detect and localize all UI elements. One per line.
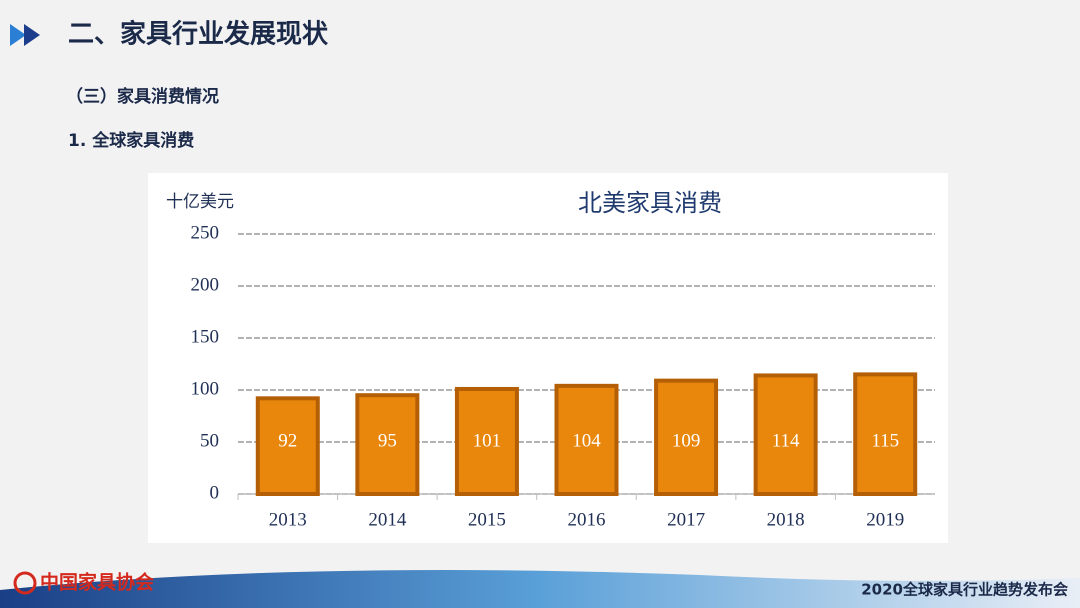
x-tick-label: 2014 (368, 509, 407, 530)
footer-event: 2020全球家具行业趋势发布会 (861, 581, 1068, 599)
data-label: 104 (572, 430, 601, 451)
bar (454, 386, 519, 496)
section-title: （三）家具消费情况 (66, 86, 219, 107)
bar (355, 393, 420, 497)
x-tick-label: 2017 (667, 509, 705, 530)
slide-title: 二、家具行业发展现状 (68, 19, 329, 50)
y-tick-label: 150 (191, 326, 220, 347)
x-tick-label: 2018 (767, 509, 805, 530)
subsection-title: 1. 全球家具消费 (68, 130, 194, 151)
data-label: 95 (378, 430, 397, 451)
y-tick-label: 0 (210, 482, 220, 503)
y-tick-label: 250 (191, 222, 220, 243)
x-tick-label: 2019 (866, 509, 904, 530)
data-label: 101 (473, 430, 502, 451)
bar (753, 373, 818, 496)
y-axis-label: 十亿美元 (166, 192, 234, 212)
x-tick-label: 2016 (568, 509, 606, 530)
header-icon (10, 24, 26, 46)
x-tick-label: 2015 (468, 509, 506, 530)
data-label: 115 (871, 430, 899, 451)
y-tick-label: 200 (191, 274, 220, 295)
bar (853, 372, 918, 496)
footer-band (0, 570, 1080, 608)
data-label: 92 (278, 430, 297, 451)
y-tick-label: 50 (200, 430, 219, 451)
chart-title: 北美家具消费 (578, 189, 722, 217)
footer-logo: 中国家具协会 (40, 571, 154, 594)
data-label: 109 (672, 430, 701, 451)
x-tick-label: 2013 (269, 509, 307, 530)
data-label: 114 (772, 430, 800, 451)
header-icon (24, 24, 40, 46)
bar (554, 383, 619, 496)
bar (255, 396, 320, 497)
y-tick-label: 100 (191, 378, 220, 399)
bar (654, 378, 719, 497)
logo-icon (13, 571, 37, 595)
